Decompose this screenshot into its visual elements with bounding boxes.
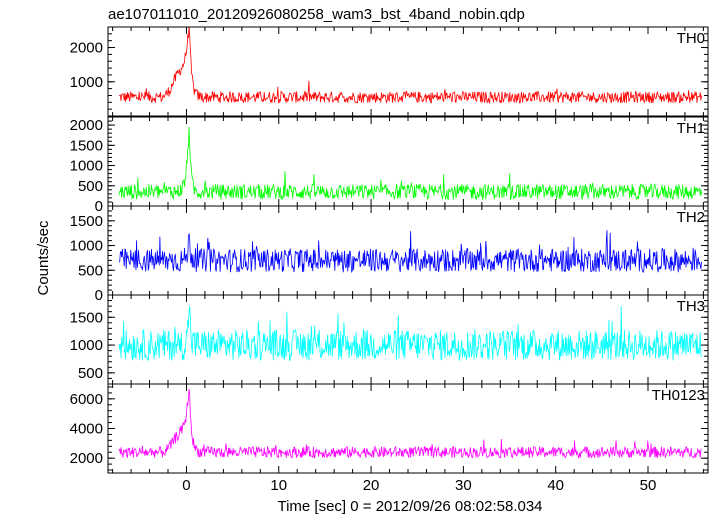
series-line-th2	[118, 230, 702, 274]
y-tick-label: 6000	[70, 391, 103, 408]
panel-th0: TH0 1000 2000	[70, 26, 709, 117]
x-tick-label: 20	[363, 477, 380, 494]
y-tick-label: 1000	[70, 74, 103, 91]
y-tick-label: 2000	[70, 450, 103, 467]
y-tick-label: 0	[95, 198, 103, 215]
panel-frame	[107, 26, 709, 117]
y-tick-label: 1000	[70, 158, 103, 175]
series-line-th0123	[118, 388, 702, 460]
y-tick-label: 0	[95, 287, 103, 304]
series-line-th0	[118, 27, 702, 105]
y-tick-label: 2000	[70, 117, 103, 134]
y-tick-label: 1000	[70, 238, 103, 255]
x-tick-label: 40	[547, 477, 564, 494]
x-tick-label: 10	[270, 477, 287, 494]
y-tick-label: 500	[78, 262, 103, 279]
panel-th2: TH2 0 500 1000 1500	[70, 205, 709, 304]
y-tick-label: 1500	[70, 309, 103, 326]
panel-frame	[107, 116, 709, 207]
panel-th1: TH1 0 500 1000 1500 2000	[70, 116, 709, 215]
y-tick-label: 4000	[70, 421, 103, 438]
panel-frame	[107, 294, 709, 385]
y-tick-label: 1500	[70, 213, 103, 230]
x-tick-label: 50	[640, 477, 657, 494]
panel-label-th1: TH1	[677, 120, 705, 137]
panel-th0123: TH0123 2000 4000 6000	[70, 383, 709, 474]
x-axis-label: Time [sec] 0 = 2012/09/26 08:02:58.034	[277, 498, 542, 515]
panel-label-th3: TH3	[677, 298, 705, 315]
y-tick-label: 2000	[70, 40, 103, 57]
y-tick-label: 1000	[70, 337, 103, 354]
series-line-th3	[118, 306, 702, 362]
panel-label-th2: TH2	[677, 209, 705, 226]
panel-th3: TH3 500 1000 1500	[70, 294, 709, 385]
panel-frame	[107, 383, 709, 474]
panel-label-th0: TH0	[677, 30, 705, 47]
panel-label-th0123: TH0123	[652, 387, 705, 404]
y-tick-label: 500	[78, 178, 103, 195]
x-tick-label: 0	[182, 477, 190, 494]
x-tick-label: 30	[455, 477, 472, 494]
chart-title: ae107011010_20120926080258_wam3_bst_4ban…	[108, 6, 525, 23]
panels: TH010002000TH10500100015002000TH20500100…	[70, 26, 709, 494]
y-axis-label: Counts/sec	[35, 220, 52, 296]
y-tick-label: 500	[78, 365, 103, 382]
y-tick-label: 1500	[70, 137, 103, 154]
series-line-th1	[118, 126, 702, 201]
